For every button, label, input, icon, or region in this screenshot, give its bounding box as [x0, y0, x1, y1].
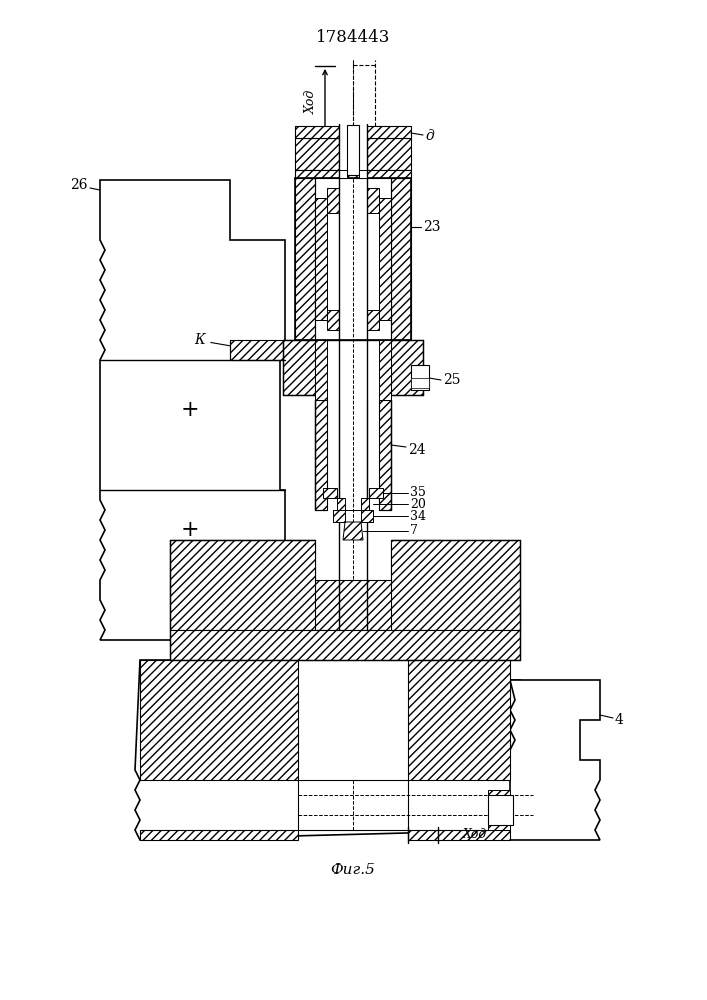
Bar	[488, 795, 513, 825]
Polygon shape	[391, 340, 423, 395]
Polygon shape	[333, 510, 345, 522]
Polygon shape	[391, 178, 411, 340]
Polygon shape	[379, 340, 391, 400]
Polygon shape	[140, 660, 298, 780]
Text: 34: 34	[410, 510, 426, 522]
Polygon shape	[135, 660, 520, 840]
Polygon shape	[367, 310, 379, 330]
Bar	[359, 170, 367, 178]
Text: 4: 4	[615, 713, 624, 727]
Polygon shape	[327, 310, 339, 330]
Text: 1784443: 1784443	[316, 29, 390, 46]
Polygon shape	[283, 340, 315, 395]
Text: 20: 20	[410, 497, 426, 510]
Text: 23: 23	[423, 220, 440, 234]
Polygon shape	[170, 540, 315, 630]
Text: +: +	[181, 519, 199, 541]
Polygon shape	[361, 510, 373, 522]
Polygon shape	[295, 178, 315, 340]
Bar	[411, 365, 429, 390]
Text: Ход: Ход	[305, 90, 317, 114]
Text: К: К	[194, 333, 205, 347]
Polygon shape	[379, 198, 391, 320]
Polygon shape	[323, 488, 337, 498]
Polygon shape	[337, 498, 345, 510]
Text: 7: 7	[410, 524, 418, 538]
Text: 35: 35	[410, 487, 426, 499]
Polygon shape	[170, 630, 520, 660]
Text: 26: 26	[71, 178, 88, 192]
Polygon shape	[379, 400, 391, 510]
Polygon shape	[361, 498, 369, 510]
Polygon shape	[408, 830, 510, 840]
Polygon shape	[295, 170, 411, 178]
Polygon shape	[343, 522, 363, 540]
Polygon shape	[510, 660, 600, 840]
Polygon shape	[369, 488, 383, 498]
Bar	[339, 170, 347, 178]
Polygon shape	[315, 198, 327, 320]
Polygon shape	[140, 830, 298, 840]
Text: +: +	[181, 399, 199, 421]
Polygon shape	[230, 340, 295, 360]
Polygon shape	[391, 540, 520, 630]
Text: Ход: Ход	[463, 828, 487, 842]
Polygon shape	[488, 790, 510, 830]
Text: 24: 24	[408, 443, 426, 457]
Text: д: д	[425, 129, 434, 143]
Polygon shape	[315, 340, 327, 400]
Polygon shape	[327, 188, 339, 213]
Polygon shape	[367, 138, 411, 170]
Bar	[298, 780, 408, 830]
Polygon shape	[295, 126, 411, 138]
Text: Фиг.5: Фиг.5	[331, 863, 375, 877]
Polygon shape	[295, 138, 339, 170]
Polygon shape	[315, 400, 327, 510]
Bar	[411, 378, 429, 388]
Bar	[347, 125, 359, 175]
Polygon shape	[367, 188, 379, 213]
Polygon shape	[170, 540, 520, 630]
Bar	[339, 126, 367, 170]
Polygon shape	[100, 180, 285, 640]
Polygon shape	[408, 660, 510, 780]
Text: 25: 25	[443, 373, 460, 387]
